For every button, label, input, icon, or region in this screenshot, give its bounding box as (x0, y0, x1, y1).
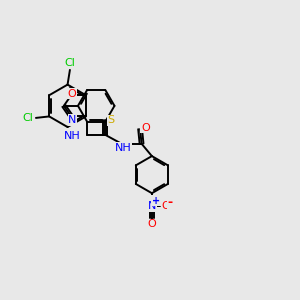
Text: +: + (152, 196, 160, 206)
Text: O: O (148, 219, 156, 229)
Text: N: N (148, 201, 156, 212)
Text: N: N (68, 115, 76, 125)
Text: NH: NH (64, 131, 81, 141)
Text: O: O (141, 122, 150, 133)
Text: O: O (161, 201, 170, 212)
Text: Cl: Cl (64, 58, 75, 68)
Text: O: O (68, 89, 76, 99)
Text: S: S (107, 115, 114, 125)
Text: NH: NH (115, 143, 131, 153)
Text: -: - (168, 196, 173, 209)
Text: Cl: Cl (22, 113, 33, 123)
